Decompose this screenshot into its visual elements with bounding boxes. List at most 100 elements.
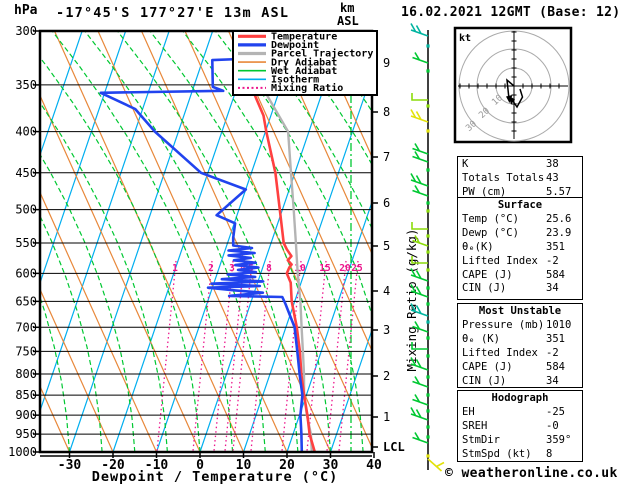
altitude-tick-label: 1	[383, 410, 390, 424]
table-row-label: EH	[462, 405, 475, 418]
table-row-value: 584	[546, 360, 565, 373]
wind-barb	[415, 111, 422, 120]
table-row-label: StmDir	[462, 433, 500, 446]
wind-barb	[410, 29, 429, 37]
pressure-tick-label: 1000	[8, 445, 37, 459]
pressure-tick-label: 700	[15, 320, 37, 334]
table-row-value: 8	[546, 447, 553, 460]
altitude-tick-label: 2	[383, 369, 390, 383]
mixing-ratio-value-label: 20	[339, 263, 351, 274]
mixing-ratio-value-label: 10	[294, 263, 306, 274]
wet-adiabat-line	[313, 31, 372, 113]
wind-barb	[412, 436, 429, 444]
mixing-ratio-line	[338, 260, 359, 452]
wind-barb	[414, 376, 421, 385]
table-row-value: 584	[546, 268, 565, 281]
temperature-tick-label: 30	[323, 458, 339, 473]
wind-barb	[411, 342, 428, 350]
temperature-tick-label: -10	[145, 458, 169, 473]
wind-barb	[412, 380, 429, 388]
wind-barb-column	[410, 23, 445, 472]
wind-barb	[414, 185, 421, 194]
wind-barb-dot	[426, 234, 430, 238]
wind-barb	[410, 413, 429, 421]
wind-barb	[436, 461, 445, 468]
mixing-ratio-line	[326, 260, 347, 452]
hodograph-trace	[510, 88, 524, 109]
temperature-tick-label: 10	[236, 458, 252, 473]
table-row: PW (cm) 5.57	[458, 186, 582, 200]
wind-barb-dot	[426, 268, 430, 272]
table-row: StmSpd (kt) 8	[458, 448, 582, 462]
pressure-tick-label: 600	[15, 266, 37, 280]
table-row-value: -2	[546, 254, 559, 267]
table-row-label: Pressure (mb)	[462, 318, 545, 331]
wind-barb-dot	[426, 393, 430, 397]
pressure-tick-label: 300	[15, 24, 37, 38]
mixing-ratio-line	[281, 260, 302, 452]
indices-table: K 38 Totals Totals 43 PW (cm) 5.57	[457, 156, 583, 198]
isotherm-line	[286, 200, 372, 452]
legend-item-label: Parcel Trajectory	[271, 48, 373, 60]
wind-barb-dot	[426, 168, 430, 172]
wind-barb-dot	[426, 209, 430, 213]
table-row-label: Temp (°C)	[462, 212, 519, 225]
wind-barb-dot	[426, 201, 430, 205]
datetime-title: 16.02.2021 12GMT (Base: 12)	[401, 5, 621, 20]
pressure-axis-unit: hPa	[14, 3, 38, 18]
table-title: Hodograph	[491, 392, 549, 404]
pressure-tick-label: 900	[15, 408, 37, 422]
wind-barb	[412, 398, 429, 406]
legend-item-label: Mixing Ratio	[271, 82, 343, 94]
mixing-ratio-value-label: 2	[208, 263, 214, 274]
temperature-tick-label: 40	[366, 458, 382, 473]
wind-barb-dot	[426, 104, 430, 108]
table-row-label: Lifted Index	[462, 346, 538, 359]
mixing-ratio-line	[213, 260, 234, 452]
wind-barb	[414, 143, 421, 152]
pressure-tick-label: 750	[15, 344, 37, 358]
dry-adiabat-line	[140, 31, 332, 452]
wind-barb-dot	[426, 336, 430, 340]
wind-barb	[410, 173, 417, 182]
isotherm-line	[242, 72, 372, 452]
wet-adiabat-line	[150, 31, 332, 452]
wind-barb	[410, 284, 417, 293]
wind-barb	[412, 56, 429, 64]
pressure-tick-label: 950	[15, 427, 37, 441]
table-row-value: 351	[546, 332, 565, 345]
table-row-label: StmSpd (kt)	[462, 447, 532, 460]
isotherm-line	[155, 31, 301, 452]
wet-adiabat-line	[215, 31, 372, 318]
table-row-label: Lifted Index	[462, 254, 538, 267]
mixing-ratio-value-label: 15	[319, 263, 331, 274]
dry-adiabat-line	[40, 287, 114, 452]
wind-barb	[412, 239, 429, 247]
isotherm-line	[68, 31, 214, 452]
pressure-tick-label: 400	[15, 125, 37, 139]
wind-barb-dot	[426, 302, 430, 306]
table-row-label: PW (cm)	[462, 185, 507, 198]
pressure-tick-label: 850	[15, 388, 37, 402]
table-row-value: 43	[546, 171, 559, 184]
isotherm-line	[329, 328, 372, 452]
pressure-tick-label: 650	[15, 294, 37, 308]
altitude-axis-unit-asl: ASL	[337, 14, 359, 28]
table-row: CIN (J) 34	[458, 282, 582, 296]
hodograph-arrowhead	[508, 95, 515, 105]
table-row-label: CAPE (J)	[462, 268, 513, 281]
mixing-ratio-value-label: 1	[172, 263, 178, 274]
wind-barb	[412, 189, 429, 197]
table-row-value: 351	[546, 240, 565, 253]
mixing-ratio-line	[156, 260, 177, 452]
mixing-ratio-line	[224, 260, 245, 452]
temperature-axis-label: Dewpoint / Temperature (°C)	[91, 469, 339, 485]
table-row: Pressure (mb) 1010	[458, 319, 582, 333]
table-row-label: Dewp (°C)	[462, 226, 519, 239]
table-title: Most Unstable	[478, 305, 562, 317]
mixing-ratio-line	[250, 260, 271, 452]
table-row: CAPE (J) 584	[458, 269, 582, 283]
wind-barb	[410, 303, 417, 312]
chart-background-lines: 1 2 3 4 5 8 10 15 20 25	[40, 31, 372, 452]
table-row: CAPE (J) 584	[458, 361, 582, 375]
